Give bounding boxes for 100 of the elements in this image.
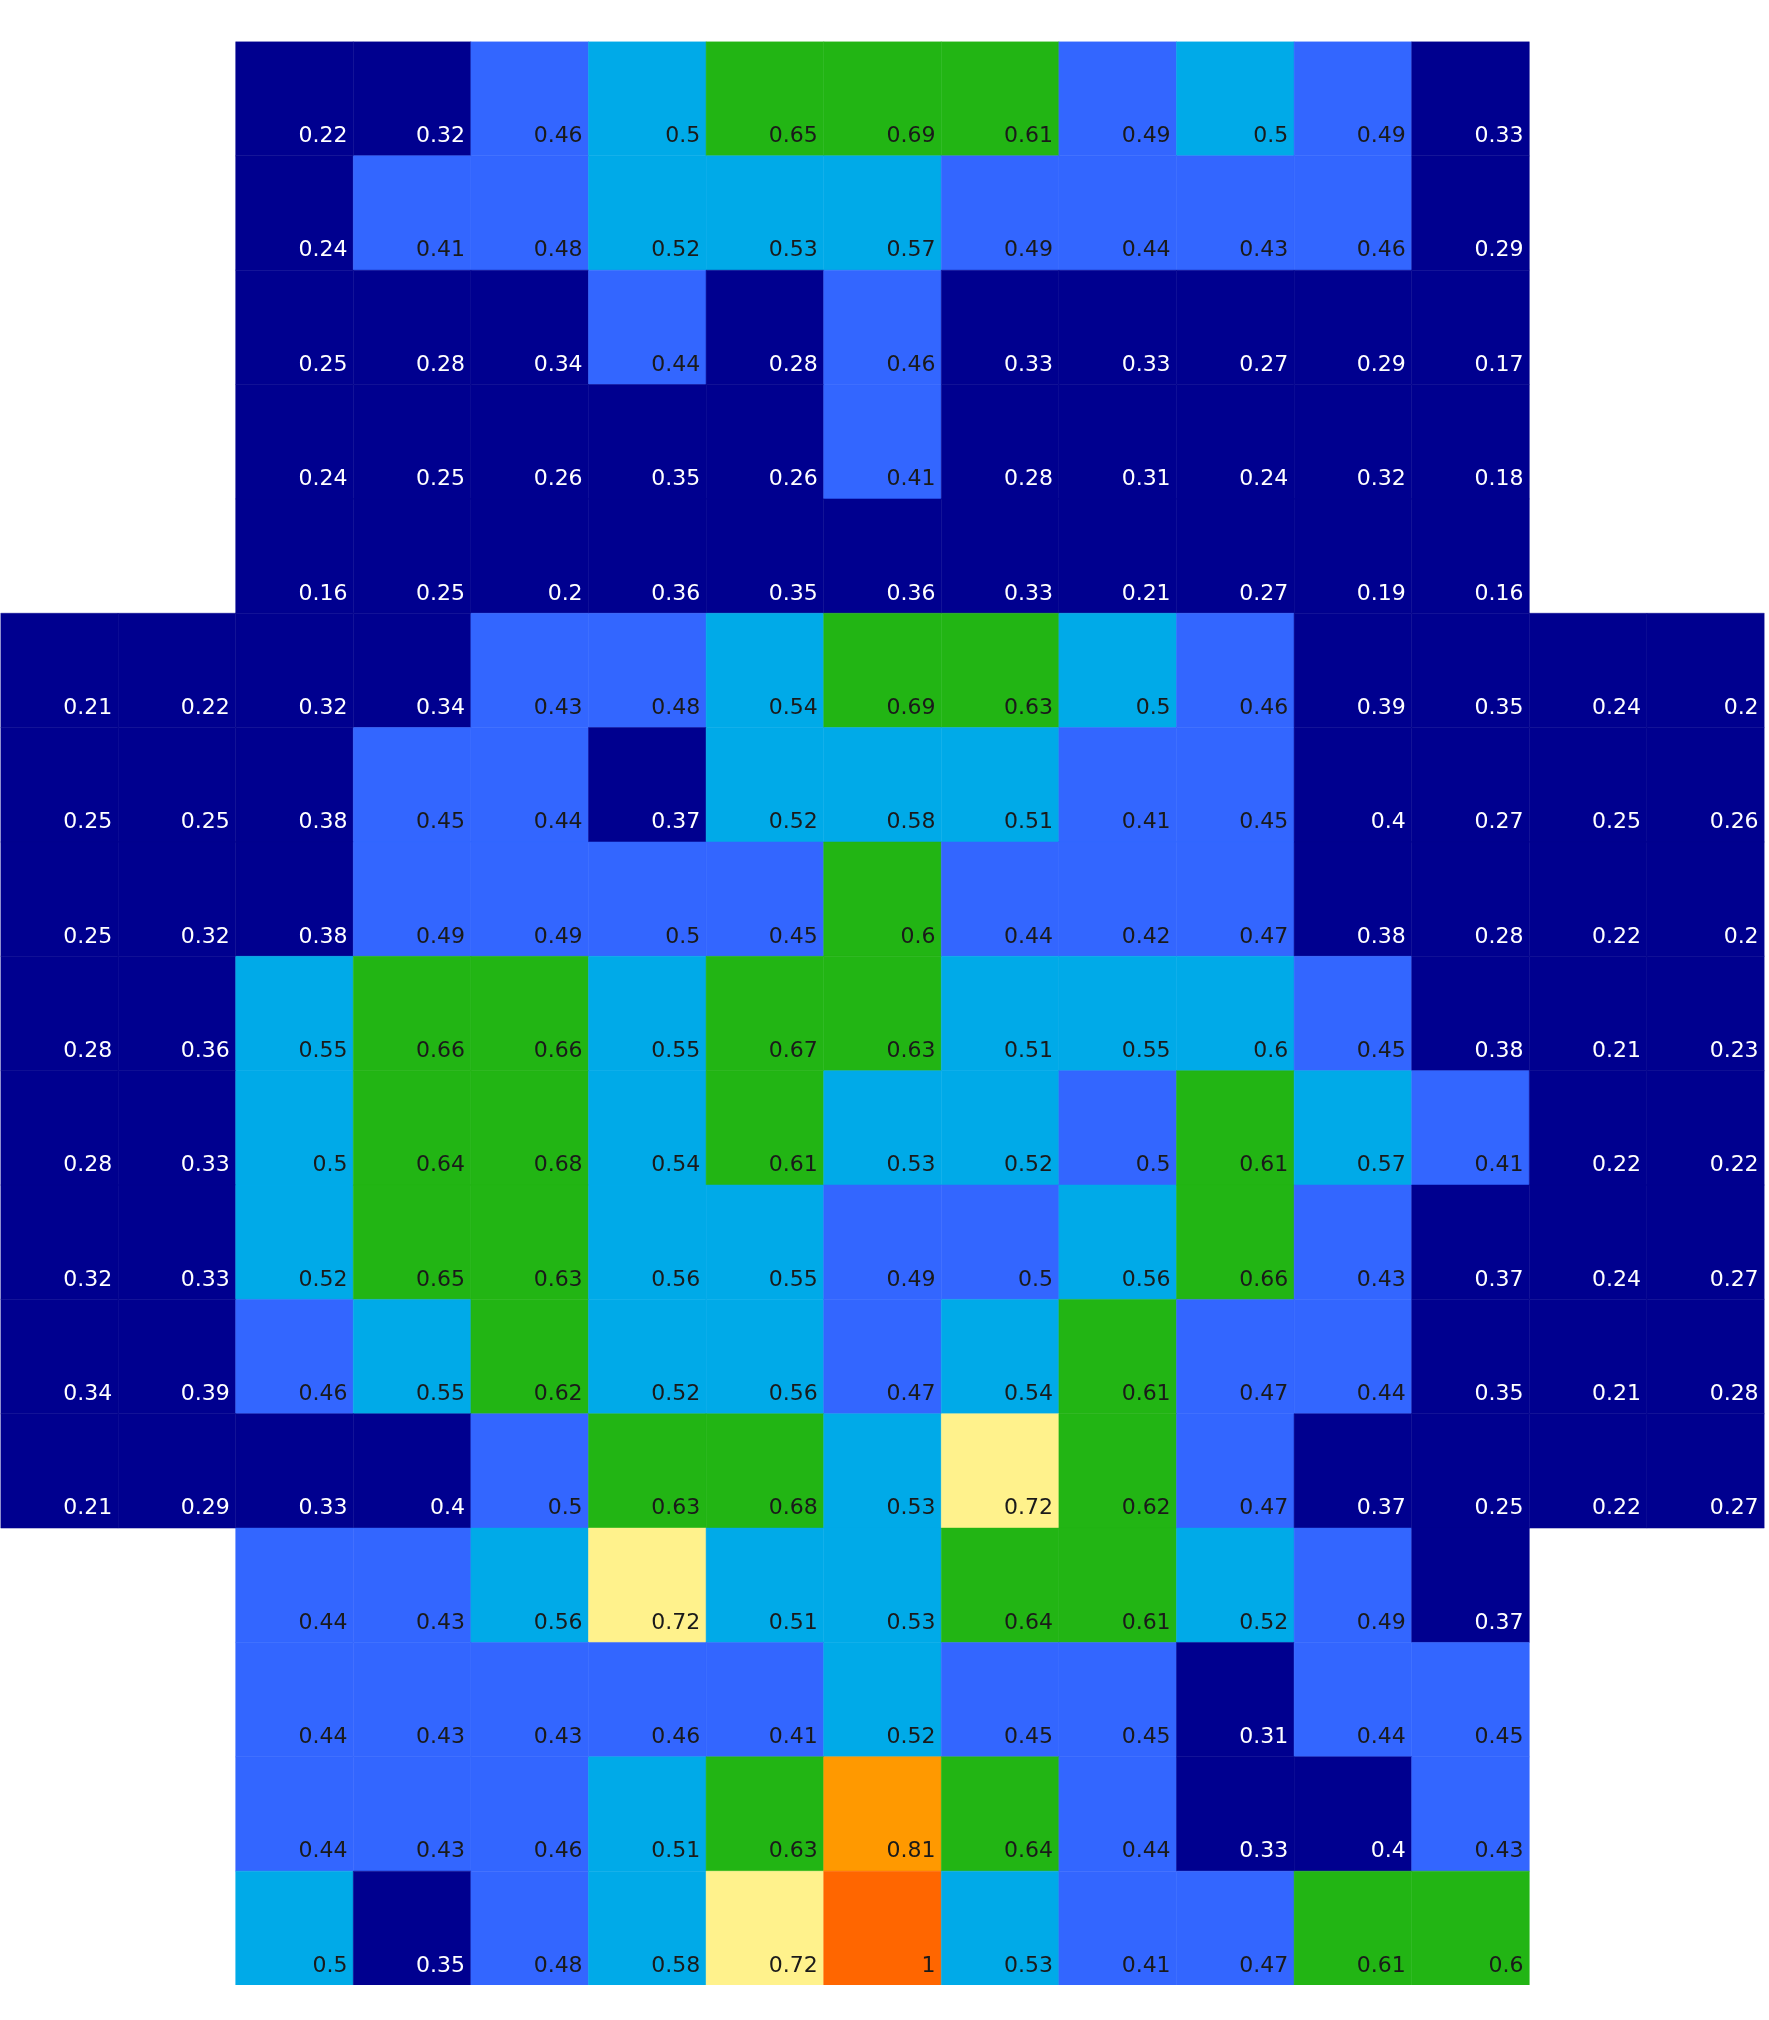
data-label: 0.61 xyxy=(768,1151,818,1177)
data-label: 0.49 xyxy=(1356,122,1406,148)
data-label: 0.53 xyxy=(768,236,818,262)
data-label: 0.52 xyxy=(886,1723,936,1749)
data-label: 0.26 xyxy=(533,465,583,491)
data-label: 0.25 xyxy=(180,808,230,834)
data-label: 0.46 xyxy=(298,1380,348,1406)
data-label: 0.25 xyxy=(298,350,348,376)
data-label: 0.39 xyxy=(180,1380,230,1406)
data-label: 0.43 xyxy=(1474,1837,1524,1863)
data-label: 0.61 xyxy=(1356,1951,1406,1977)
data-label: 0.54 xyxy=(1004,1380,1054,1406)
data-label: 0.52 xyxy=(768,808,818,834)
data-label: 0.28 xyxy=(1474,922,1524,948)
data-label: 0.25 xyxy=(1592,808,1642,834)
data-label: 0.44 xyxy=(298,1723,348,1749)
data-label: 0.27 xyxy=(1474,808,1524,834)
data-label: 0.35 xyxy=(1474,1380,1524,1406)
data-label: 0.37 xyxy=(1356,1494,1406,1520)
data-label: 0.22 xyxy=(1592,1151,1642,1177)
data-label: 0.33 xyxy=(1004,350,1054,376)
data-label: 0.68 xyxy=(533,1151,583,1177)
data-label: 0.28 xyxy=(768,350,818,376)
data-label: 0.5 xyxy=(1253,122,1289,148)
data-label: 0.57 xyxy=(1356,1151,1406,1177)
data-label: 0.44 xyxy=(1004,922,1054,948)
data-label: 0.2 xyxy=(547,579,583,605)
data-label: 0.43 xyxy=(533,1723,583,1749)
data-label: 0.41 xyxy=(1474,1151,1524,1177)
data-label: 0.63 xyxy=(651,1494,701,1520)
data-label: 0.51 xyxy=(1004,808,1054,834)
data-label: 0.21 xyxy=(63,693,113,719)
data-label: 0.21 xyxy=(63,1494,113,1520)
data-label: 0.42 xyxy=(1121,922,1171,948)
data-label: 0.49 xyxy=(533,922,583,948)
data-label: 0.35 xyxy=(1474,693,1524,719)
data-label: 0.28 xyxy=(63,1151,113,1177)
data-label: 0.57 xyxy=(886,236,936,262)
data-label: 0.5 xyxy=(1135,693,1171,719)
data-label: 0.62 xyxy=(1121,1494,1171,1520)
data-label: 0.43 xyxy=(1356,1265,1406,1291)
data-label: 0.17 xyxy=(1474,350,1524,376)
data-label: 0.72 xyxy=(1004,1494,1054,1520)
data-label: 0.37 xyxy=(651,808,701,834)
data-label: 0.47 xyxy=(1239,1380,1289,1406)
data-label: 0.43 xyxy=(416,1608,466,1634)
data-label: 0.25 xyxy=(416,465,466,491)
data-label: 0.67 xyxy=(768,1036,818,1062)
data-label: 0.44 xyxy=(298,1608,348,1634)
data-label: 0.54 xyxy=(651,1151,701,1177)
data-label: 0.43 xyxy=(533,693,583,719)
data-label: 0.61 xyxy=(1121,1608,1171,1634)
data-label: 0.34 xyxy=(416,693,466,719)
data-label: 0.63 xyxy=(1004,693,1054,719)
data-label: 0.61 xyxy=(1004,122,1054,148)
data-label: 0.2 xyxy=(1723,922,1759,948)
data-label: 0.49 xyxy=(1004,236,1054,262)
data-label: 0.56 xyxy=(768,1380,818,1406)
data-label: 0.25 xyxy=(63,808,113,834)
data-label: 0.69 xyxy=(886,693,936,719)
data-label: 0.46 xyxy=(651,1723,701,1749)
data-label: 0.45 xyxy=(768,922,818,948)
data-label: 0.46 xyxy=(1239,693,1289,719)
data-label: 0.49 xyxy=(416,922,466,948)
data-label: 0.24 xyxy=(298,236,348,262)
data-label: 0.64 xyxy=(1004,1608,1054,1634)
data-label: 0.52 xyxy=(1239,1608,1289,1634)
data-label: 0.44 xyxy=(1121,1837,1171,1863)
data-label: 0.53 xyxy=(886,1608,936,1634)
data-label: 0.33 xyxy=(1121,350,1171,376)
data-label: 0.39 xyxy=(1356,693,1406,719)
data-label: 0.45 xyxy=(1121,1723,1171,1749)
data-label: 0.22 xyxy=(298,122,348,148)
data-label: 0.33 xyxy=(180,1151,230,1177)
data-label: 0.31 xyxy=(1239,1723,1289,1749)
data-label: 0.47 xyxy=(1239,1951,1289,1977)
data-label: 0.49 xyxy=(886,1265,936,1291)
data-label: 0.43 xyxy=(416,1837,466,1863)
data-label: 0.52 xyxy=(1004,1151,1054,1177)
data-label: 0.46 xyxy=(1356,236,1406,262)
data-label: 0.52 xyxy=(651,1380,701,1406)
data-label: 0.31 xyxy=(1121,465,1171,491)
data-label: 0.65 xyxy=(768,122,818,148)
data-label: 0.28 xyxy=(1004,465,1054,491)
data-label: 0.55 xyxy=(1121,1036,1171,1062)
data-label: 0.23 xyxy=(1709,1036,1759,1062)
data-label: 0.45 xyxy=(1474,1723,1524,1749)
data-label: 0.47 xyxy=(886,1380,936,1406)
data-label: 0.54 xyxy=(768,693,818,719)
data-label: 0.32 xyxy=(63,1265,113,1291)
data-label: 1 xyxy=(921,1951,936,1977)
data-label: 0.46 xyxy=(533,122,583,148)
data-label: 0.55 xyxy=(651,1036,701,1062)
data-label: 0.55 xyxy=(416,1380,466,1406)
data-label: 0.66 xyxy=(533,1036,583,1062)
data-label: 0.25 xyxy=(1474,1494,1524,1520)
data-label: 0.51 xyxy=(651,1837,701,1863)
data-label: 0.34 xyxy=(63,1380,113,1406)
data-label: 0.5 xyxy=(312,1951,348,1977)
data-label: 0.46 xyxy=(886,350,936,376)
